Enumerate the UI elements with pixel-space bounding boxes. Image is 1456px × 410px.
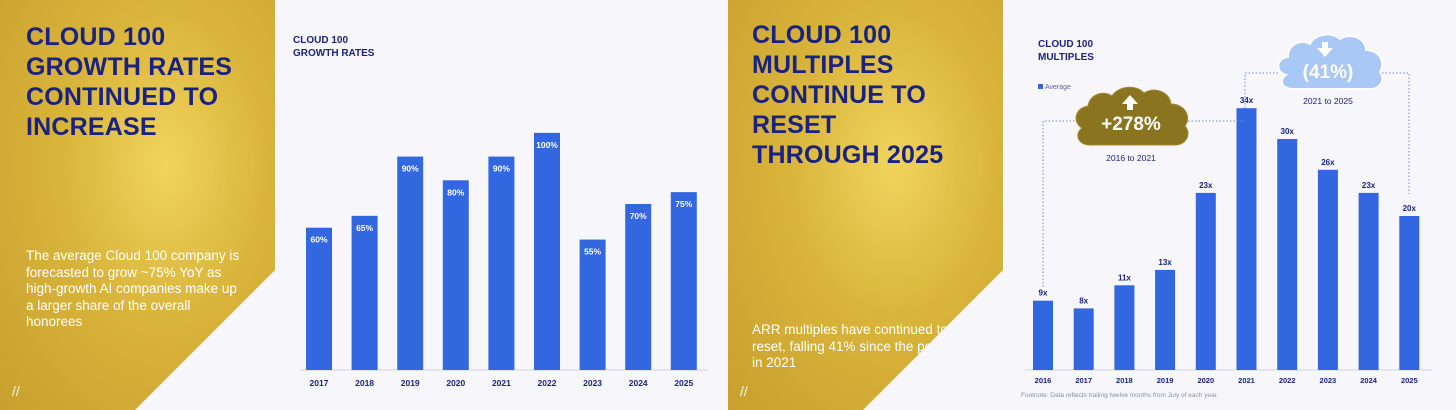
arrow-down-icon <box>1317 42 1333 57</box>
gold-cut-left <box>135 270 275 410</box>
bar-2025 <box>670 192 697 370</box>
bar-label-2016: 9x <box>1039 289 1048 298</box>
x-tick-2018: 2018 <box>355 378 374 388</box>
connector-2021-2025 <box>1244 72 1280 108</box>
brand-logo-icon: // <box>740 383 748 399</box>
x-tick-2024: 2024 <box>629 378 648 388</box>
badge-down-caption: 2021 to 2025 <box>1303 96 1353 106</box>
gold-cut-right <box>863 270 1003 410</box>
footnote: Footnote: Data reflects trailing twelve … <box>1021 392 1219 399</box>
bar-label-2020: 80% <box>447 187 464 197</box>
brand-logo-icon: // <box>12 383 20 399</box>
bar-label-2022: 30x <box>1281 127 1295 136</box>
bar-2023 <box>1317 169 1338 370</box>
x-tick-2019: 2019 <box>1157 376 1174 385</box>
bar-2022 <box>1277 139 1298 370</box>
chart-title-multiples: CLOUD 100 MULTIPLES <box>1038 39 1094 63</box>
gold-panel-left: CLOUD 100 GROWTH RATES CONTINUED TO INCR… <box>0 0 275 410</box>
connector-2016-2021 <box>1042 120 1100 287</box>
bar-2021 <box>488 156 515 370</box>
x-tick-2017: 2017 <box>1075 376 1092 385</box>
badge-down: (41%) 2021 to 2025 <box>1277 33 1384 106</box>
chart-legend: Average <box>1038 84 1071 91</box>
x-tick-2018: 2018 <box>1116 376 1133 385</box>
bar-label-2021: 34x <box>1240 96 1254 105</box>
bar-2019 <box>397 156 424 370</box>
bar-label-2020: 23x <box>1199 181 1213 190</box>
x-tick-2025: 2025 <box>674 378 693 388</box>
multiples-chart: 9x 2016 8x 2017 11x 2018 13x 2019 23x 2020 34x 2021… <box>1033 96 1420 385</box>
bar-2018 <box>351 215 378 370</box>
bar-label-2022: 100% <box>536 140 558 150</box>
bar-label-2018: 11x <box>1118 273 1131 282</box>
gold-cloud-shape <box>1075 86 1189 146</box>
bar-label-2017: 60% <box>310 235 327 245</box>
bar-label-2019: 13x <box>1158 258 1172 267</box>
bar-2018 <box>1114 285 1135 370</box>
x-tick-2016: 2016 <box>1035 376 1052 385</box>
badge-up-caption: 2016 to 2021 <box>1106 153 1156 163</box>
growth-chart: 60% 2017 65% 2018 90% 2019 80% 2020 90% 2021 100% 2… <box>306 132 697 388</box>
x-tick-2023: 2023 <box>1320 376 1337 385</box>
x-tick-2024: 2024 <box>1360 376 1378 385</box>
x-tick-2019: 2019 <box>401 378 420 388</box>
arrow-up-icon <box>1122 95 1138 110</box>
headline-growth: CLOUD 100 GROWTH RATES CONTINUED TO INCR… <box>26 23 233 141</box>
bar-2017 <box>1073 308 1094 370</box>
x-tick-2020: 2020 <box>446 378 465 388</box>
bar-2025 <box>1399 216 1420 370</box>
x-tick-2022: 2022 <box>538 378 557 388</box>
badge-down-value: (41%) <box>1303 62 1354 83</box>
bar-2024 <box>1358 192 1379 370</box>
bar-label-2025: 75% <box>675 199 692 209</box>
bar-label-2023: 55% <box>584 247 601 257</box>
x-tick-2022: 2022 <box>1279 376 1296 385</box>
bar-2017 <box>306 227 332 370</box>
x-tick-2021: 2021 <box>1238 376 1255 385</box>
badge-up: +278% 2016 to 2021 <box>1075 86 1189 163</box>
legend-swatch <box>1038 84 1043 89</box>
legend-label: Average <box>1045 84 1071 91</box>
blue-cloud-shape <box>1277 33 1384 90</box>
bar-2021 <box>1236 108 1257 370</box>
bar-label-2025: 20x <box>1403 204 1417 213</box>
bar-label-2017: 8x <box>1079 296 1088 305</box>
connector-2021-2025-right <box>1382 72 1410 194</box>
bar-label-2018: 65% <box>356 223 373 233</box>
headline-multiples: CLOUD 100 MULTIPLES CONTINUE TO RESET TH… <box>752 21 944 169</box>
chart-title-growth: CLOUD 100 GROWTH RATES <box>293 35 375 59</box>
bar-label-2024: 23x <box>1362 181 1376 190</box>
bar-2023 <box>579 239 606 370</box>
bar-2024 <box>625 204 652 370</box>
bar-label-2019: 90% <box>402 164 419 174</box>
bar-label-2021: 90% <box>493 164 510 174</box>
x-tick-2020: 2020 <box>1197 376 1214 385</box>
bar-2016 <box>1033 300 1053 370</box>
badge-up-value: +278% <box>1101 114 1161 135</box>
x-tick-2021: 2021 <box>492 378 511 388</box>
bar-2022 <box>534 132 560 370</box>
x-tick-2017: 2017 <box>310 378 329 388</box>
bar-label-2024: 70% <box>630 211 647 221</box>
bar-label-2023: 26x <box>1321 158 1335 167</box>
bar-2019 <box>1155 269 1176 370</box>
x-tick-2025: 2025 <box>1401 376 1418 385</box>
bar-2020 <box>1195 192 1216 370</box>
x-tick-2023: 2023 <box>583 378 602 388</box>
bar-2020 <box>442 180 469 370</box>
